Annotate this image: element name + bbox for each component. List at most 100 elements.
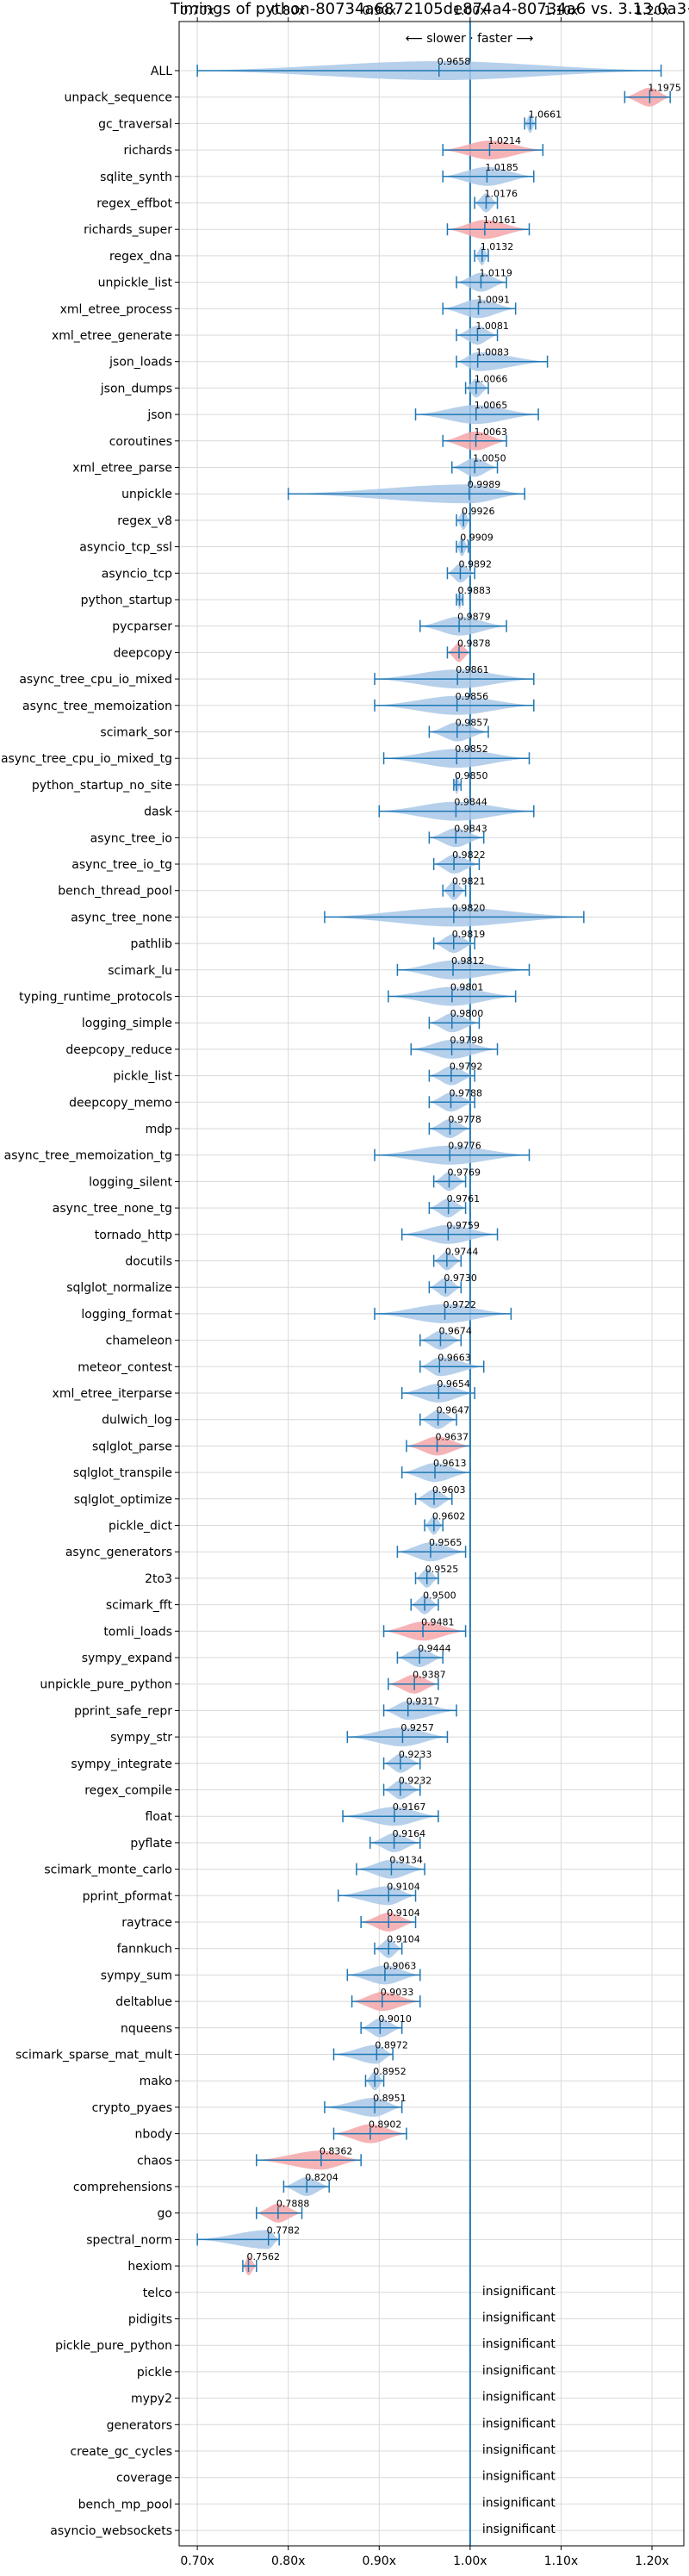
category-label: async_tree_io [90,831,172,845]
value-label: 0.9033 [381,1987,414,1998]
category-label: unpickle_pure_python [40,1678,172,1692]
category-label: python_startup_no_site [32,779,172,793]
value-label: 1.0661 [529,109,562,120]
category-label: chaos [137,2154,172,2168]
category-label: ALL [151,65,172,78]
category-label: logging_silent [89,1175,172,1189]
value-label: 0.9444 [418,1643,451,1654]
category-label: json_dumps [100,382,172,395]
category-label: typing_runtime_protocols [19,991,172,1005]
value-label: 0.9722 [444,1299,477,1310]
category-label: hexiom [127,2260,172,2274]
x-tick-label-bottom: 1.10x [544,2554,578,2568]
value-label: 0.9233 [399,1749,432,1760]
category-label: dulwich_log [102,1414,172,1428]
insignificant-label: insignificant [482,2523,556,2536]
value-label: 0.9654 [437,1378,470,1390]
value-label: 0.9909 [460,532,493,544]
x-tick-label-top: 0.70x [180,4,214,18]
category-label: crypto_pyaes [92,2101,172,2115]
category-label: asyncio_tcp_ssl [79,541,172,555]
category-label: json_loads [109,356,172,370]
value-label: 0.8952 [373,2066,407,2077]
category-label: async_tree_cpu_io_mixed_tg [1,752,172,766]
category-label: sqlglot_parse [92,1440,172,1453]
value-label: 0.9164 [393,1828,426,1839]
category-label: async_tree_memoization_tg [4,1149,172,1163]
category-label: mako [140,2075,172,2088]
category-label: telco [143,2287,172,2300]
category-label: coroutines [109,435,172,449]
insignificant-label: insignificant [482,2337,556,2351]
category-label: sympy_str [110,1731,172,1745]
value-label: 0.9232 [399,1776,432,1787]
category-label: async_generators [65,1546,172,1559]
value-label: 1.0066 [475,373,508,384]
value-label: 0.9883 [458,585,492,596]
category-label: pathlib [131,937,173,951]
category-label: unpickle_list [98,277,173,290]
category-label: spectral_norm [86,2233,172,2247]
category-label: scimark_monte_carlo [44,1864,172,1877]
category-label: json [146,408,172,422]
category-label: create_gc_cycles [70,2445,172,2459]
marks-layer [196,61,671,2276]
value-label: 0.9798 [450,1035,484,1046]
category-label: pickle [137,2366,172,2380]
category-label: scimark_sparse_mat_mult [16,2049,172,2063]
value-label: 0.9387 [413,1670,446,1681]
value-label: 1.0065 [475,400,508,411]
value-label: 0.9801 [450,982,484,993]
category-label: scimark_sor [100,726,172,740]
category-label: tornado_http [95,1229,172,1242]
plot-frame [178,21,685,2547]
category-label: deltablue [115,1995,172,2009]
category-label: async_tree_cpu_io_mixed [19,673,172,687]
category-label: raytrace [121,1916,172,1930]
category-label: xml_etree_generate [52,329,172,343]
value-label: 0.9892 [458,558,492,569]
value-label: 0.9822 [452,849,486,861]
insignificant-label: insignificant [482,2443,556,2457]
category-label: async_tree_none [71,911,172,924]
insignificant-label: insignificant [482,2496,556,2510]
category-label: xml_etree_process [60,302,172,316]
value-label: 0.9926 [462,506,495,517]
category-label: richards [124,144,173,158]
value-label: 0.7888 [276,2199,310,2210]
category-label: async_tree_io_tg [71,858,172,872]
value-label: 1.0083 [476,347,510,358]
category-label: docutils [125,1255,172,1269]
category-label: sqlite_synth [100,171,172,184]
category-label: richards_super [84,223,172,237]
insignificant-label: insignificant [482,2312,556,2325]
insignificant-label: insignificant [482,2470,556,2484]
value-label: 1.0214 [487,135,521,146]
category-label: async_tree_memoization [22,700,172,713]
category-label: mdp [146,1123,173,1136]
value-label: 0.9821 [452,876,486,887]
category-label: sympy_integrate [71,1758,172,1771]
category-label: bench_thread_pool [58,885,172,899]
value-label: 1.0185 [485,162,518,173]
category-label: xml_etree_parse [72,462,172,476]
category-label: chameleon [106,1335,172,1348]
value-label: 0.9104 [387,1881,420,1892]
value-label: 0.9134 [389,1855,423,1866]
value-label: 0.9761 [447,1193,481,1204]
value-label: 1.0132 [481,241,514,252]
x-tick-label-bottom: 1.20x [635,2554,668,2568]
value-label: 1.0119 [479,268,512,279]
value-label: 0.9856 [456,691,489,702]
category-label: async_tree_none_tg [53,1202,172,1216]
value-label: 0.8362 [320,2145,353,2156]
category-label: pyflate [130,1837,172,1851]
value-label: 0.9637 [436,1431,469,1442]
category-label: float [146,1810,173,1824]
value-label: 0.9674 [438,1326,472,1337]
value-label: 0.9647 [437,1405,470,1416]
category-label: scimark_lu [108,964,172,978]
value-label: 0.9769 [447,1167,481,1178]
value-label: 0.9658 [438,56,471,67]
